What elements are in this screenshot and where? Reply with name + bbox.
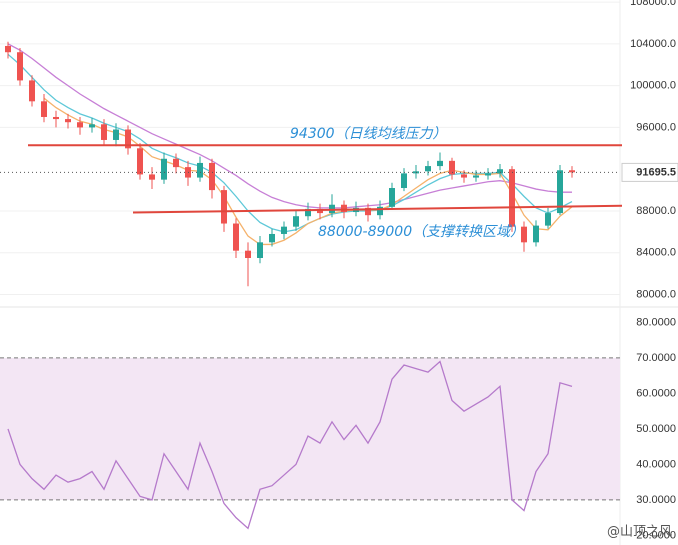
- candle-body: [485, 173, 491, 176]
- candle-body: [437, 160, 443, 167]
- candle-body: [425, 166, 431, 172]
- candle-body: [533, 225, 539, 243]
- candle-body: [125, 129, 131, 149]
- candle-body: [53, 116, 59, 120]
- rsi-band: [0, 357, 620, 500]
- candle-body: [281, 226, 287, 234]
- candle-body: [65, 119, 71, 123]
- y-tick-label: 108000.0: [630, 0, 676, 8]
- candle-body: [389, 188, 395, 207]
- y-tick-label: 100000.0: [630, 80, 676, 92]
- candle-body: [257, 242, 263, 258]
- candle-body: [233, 223, 239, 251]
- candle-body: [509, 169, 515, 227]
- candle-body: [149, 174, 155, 180]
- y-tick-label: 40.0000: [636, 458, 676, 470]
- candle-body: [317, 208, 323, 214]
- candle-body: [449, 160, 455, 175]
- candle-body: [557, 170, 563, 214]
- candle-body: [245, 250, 251, 258]
- y-tick-label: 30.0000: [636, 494, 676, 506]
- candle-body: [305, 208, 311, 217]
- candle-body: [41, 101, 47, 117]
- candle-body: [377, 206, 383, 216]
- candle-body: [209, 162, 215, 191]
- moving-average: [43, 97, 573, 246]
- candle-body: [197, 162, 203, 178]
- moving-average: [7, 43, 572, 209]
- candle-body: [77, 122, 83, 128]
- candle-body: [461, 174, 467, 178]
- candle-body: [269, 233, 275, 243]
- candle-body: [173, 158, 179, 168]
- candle-body: [29, 80, 35, 102]
- candle-body: [137, 148, 143, 175]
- candle-body: [113, 129, 119, 140]
- last-price-box: [621, 162, 678, 182]
- candle-body: [521, 226, 527, 243]
- last-price-label: 91695.5: [636, 166, 676, 178]
- annotation: 94300（日线均线压力）: [290, 126, 447, 142]
- candle-body: [497, 169, 503, 174]
- moving-average: [7, 53, 573, 233]
- y-tick-label: 70.0000: [636, 352, 676, 364]
- candle-body: [5, 45, 11, 53]
- y-tick-label: 60.0000: [636, 387, 676, 399]
- candle-body: [17, 52, 23, 81]
- annotation: 88000-89000（支撑转换区域）: [318, 224, 524, 240]
- y-tick-label: 96000.0: [636, 121, 676, 133]
- y-tick-label: 84000.0: [636, 247, 676, 259]
- candle-body: [101, 124, 107, 140]
- candle-body: [221, 190, 227, 224]
- candle-body: [545, 213, 551, 226]
- y-tick-label: 88000.0: [636, 205, 676, 217]
- candle-body: [473, 175, 479, 178]
- watermark: @山顶之风: [607, 525, 672, 540]
- rsi-line: [7, 360, 573, 530]
- candle-body: [341, 204, 347, 213]
- candle-body: [293, 216, 299, 227]
- trend-line: [132, 204, 623, 214]
- candle-body: [365, 207, 371, 216]
- candle-body: [569, 170, 575, 173]
- candle-body: [89, 124, 95, 128]
- candle-body: [161, 158, 167, 180]
- y-tick-label: 104000.0: [630, 38, 676, 50]
- y-tick-label: 20.0000: [636, 529, 676, 541]
- y-tick-label: 50.0000: [636, 423, 676, 435]
- y-tick-label: 80.0000: [636, 316, 676, 328]
- y-tick-label: 80000.0: [636, 288, 676, 300]
- candle-body: [401, 173, 407, 189]
